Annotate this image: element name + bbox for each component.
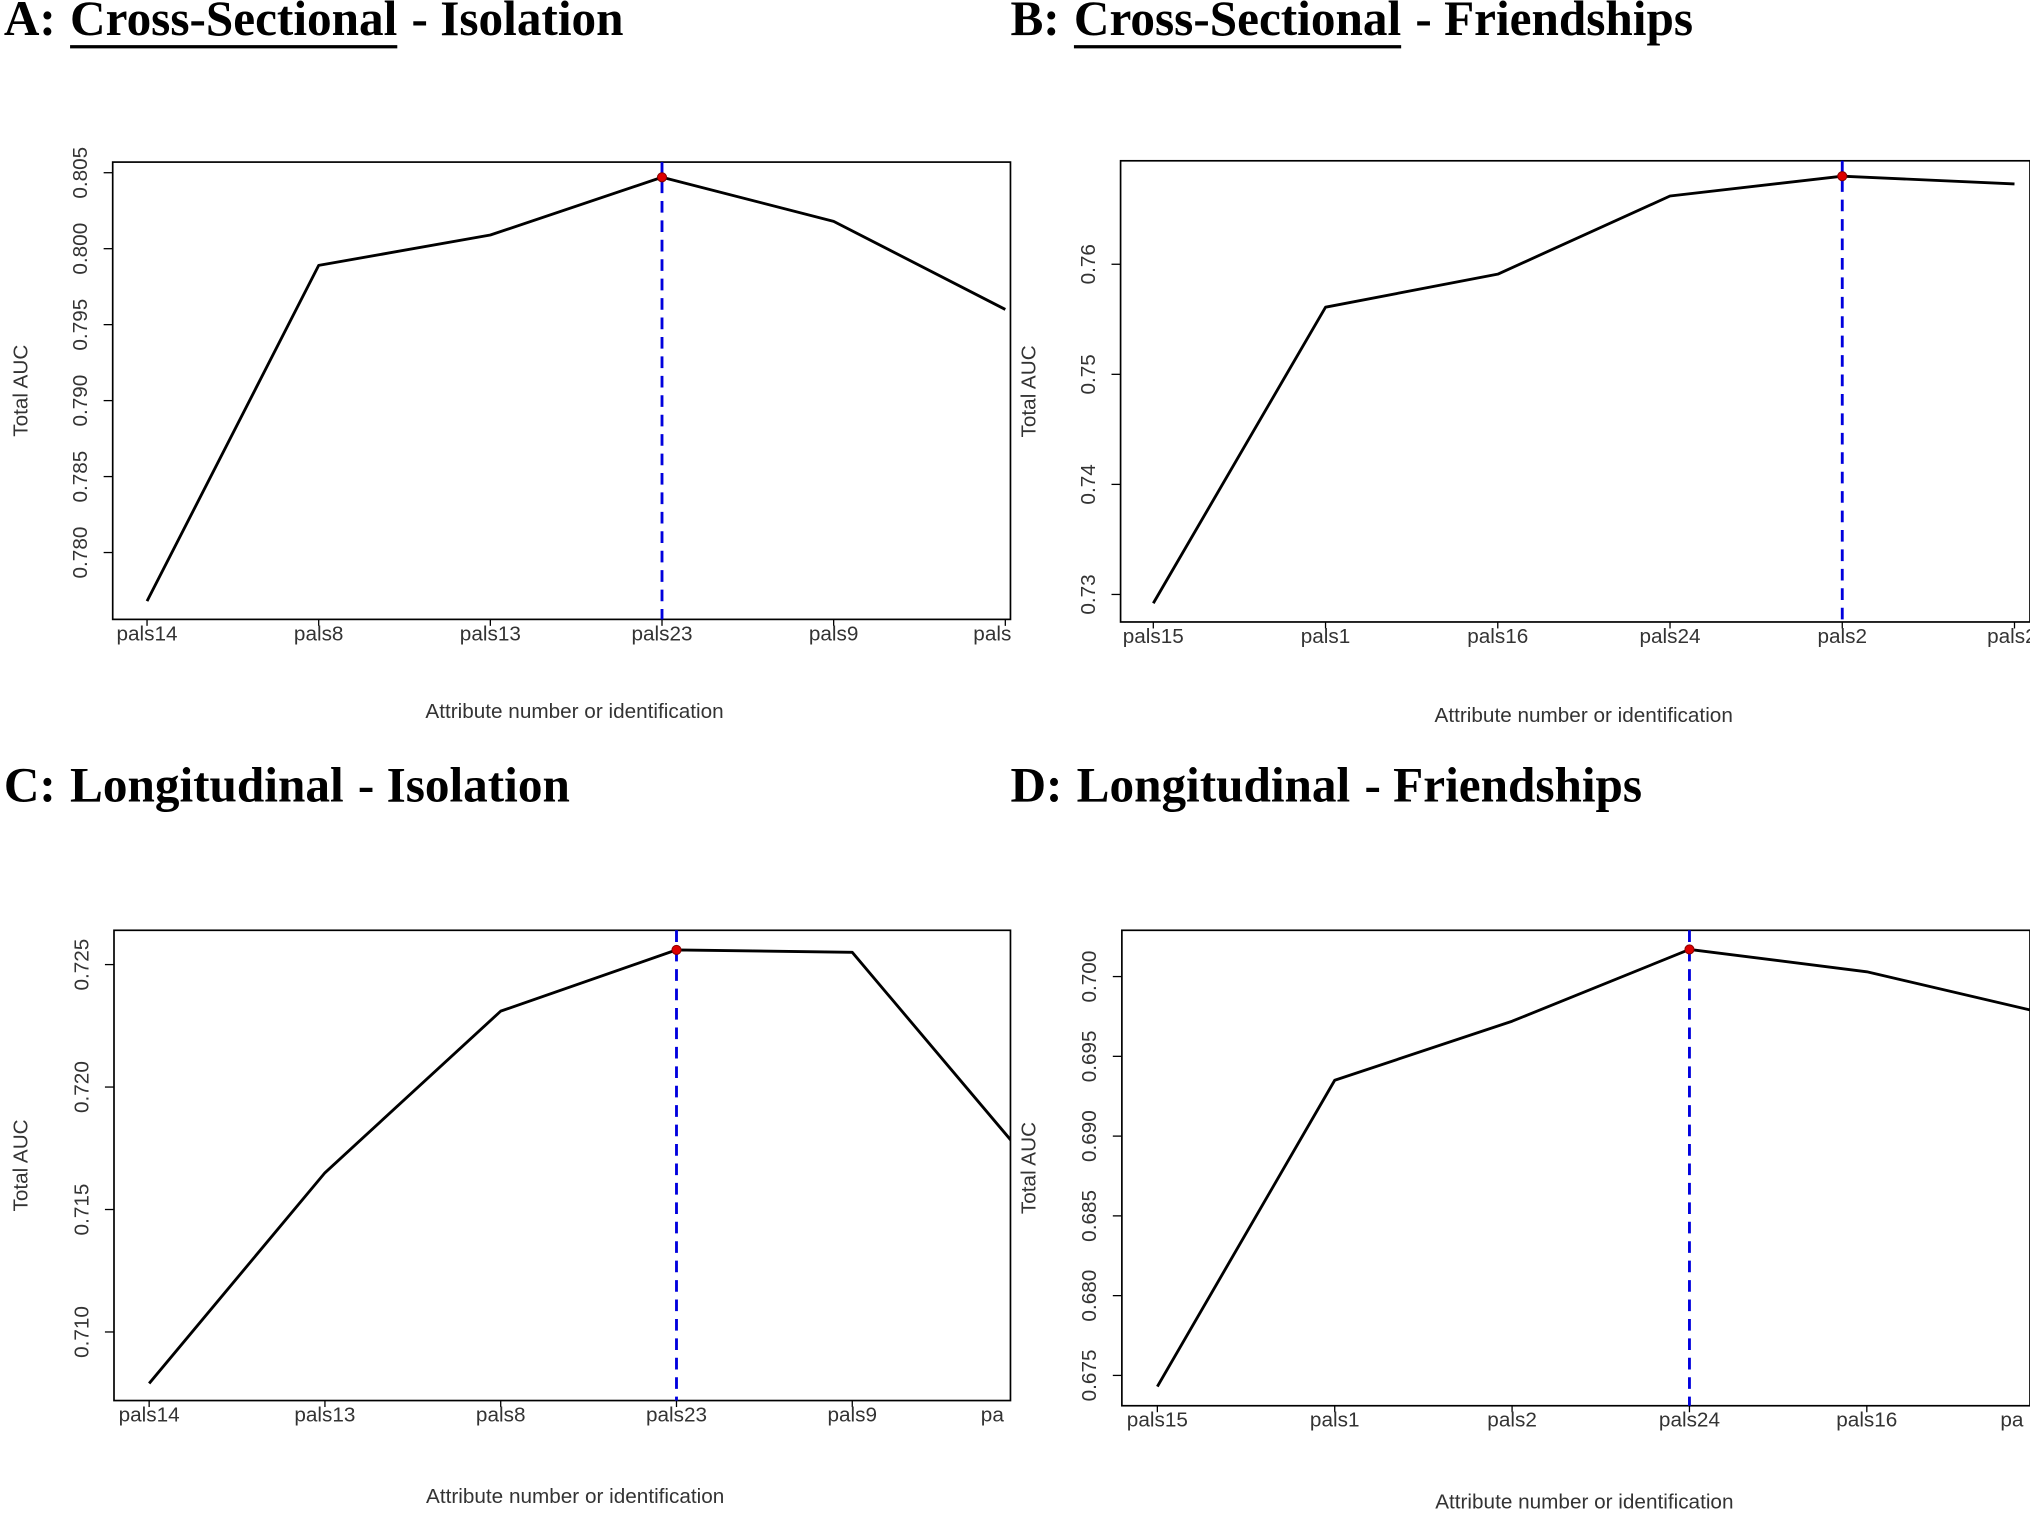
y-axis-label: Total AUC — [9, 1119, 32, 1211]
panel-title: B: — [1010, 0, 1059, 46]
plot-frame — [1121, 929, 2030, 1407]
y-tick-label: 0.685 — [1078, 1190, 1101, 1242]
x-tick-label: pals — [973, 622, 1011, 645]
x-tick-label: pals23 — [631, 622, 692, 645]
panel-title: - Isolation — [412, 0, 624, 46]
y-tick-label: 0.800 — [69, 223, 92, 275]
x-tick-label: pals23 — [646, 1404, 707, 1427]
x-tick-label: pals16 — [1836, 1409, 1897, 1432]
y-tick-label: 0.715 — [70, 1184, 93, 1236]
panel: B: Cross-Sectional - Friendships 0.73 0.74 0.… — [1010, 0, 2030, 727]
x-tick-label: pals16 — [1467, 625, 1528, 648]
panel-title: A: — [4, 0, 56, 46]
panel-title: Longitudinal — [70, 758, 344, 813]
plot-frame — [111, 161, 1012, 621]
x-tick-label: pa — [981, 1404, 1005, 1427]
y-tick-label: 0.725 — [70, 939, 93, 991]
panel-title: - Friendships — [1415, 0, 1693, 46]
plot-frame — [1119, 159, 2030, 623]
panel-title: Cross-Sectional — [70, 0, 397, 46]
panel: C: Longitudinal - Isolation 0.710 0.715 0.720… — [4, 758, 1012, 1508]
highlight-point — [656, 172, 668, 183]
highlight-point — [1837, 171, 1848, 182]
y-tick-label: 0.76 — [1077, 244, 1100, 284]
y-tick-label: 0.680 — [1078, 1270, 1101, 1322]
x-tick-label: pals14 — [117, 622, 178, 645]
panel-title: Longitudinal — [1077, 758, 1351, 813]
plot-frame — [113, 929, 1012, 1402]
x-tick-label: pals9 — [809, 622, 859, 645]
y-tick-label: 0.785 — [69, 451, 92, 503]
data-line — [145, 175, 1006, 602]
y-tick-label: 0.805 — [69, 147, 92, 199]
y-tick-label: 0.790 — [69, 375, 92, 427]
highlight-point — [671, 944, 682, 955]
data-line — [1152, 174, 2015, 604]
panel: A: Cross-Sectional - Isolation 0.780 0.785 0.… — [4, 0, 1011, 723]
x-axis-label: Attribute number or identification — [426, 1485, 724, 1508]
y-tick-label: 0.710 — [70, 1306, 93, 1358]
x-tick-label: pals24 — [1659, 1409, 1720, 1432]
panel-title: - Friendships — [1364, 758, 1642, 813]
x-axis-label: Attribute number or identification — [425, 700, 723, 723]
panel-title: - Isolation — [358, 758, 570, 813]
y-tick-label: 0.75 — [1077, 354, 1100, 394]
y-tick-label: 0.74 — [1077, 464, 1100, 504]
y-tick-label: 0.695 — [1078, 1030, 1101, 1082]
x-axis-label: Attribute number or identification — [1435, 1490, 1733, 1513]
x-tick-label: pals2 — [1487, 1409, 1537, 1432]
x-tick-label: pals2 — [1987, 625, 2030, 648]
x-tick-label: pals15 — [1127, 1409, 1188, 1432]
x-tick-label: pals9 — [828, 1404, 878, 1427]
x-tick-label: pals2 — [1817, 625, 1867, 648]
x-tick-label: pals14 — [119, 1404, 180, 1427]
y-axis-label: Total AUC — [1017, 345, 1040, 437]
panel-title: D: — [1010, 758, 1062, 813]
data-line — [1156, 948, 2030, 1388]
y-tick-label: 0.720 — [70, 1061, 93, 1113]
x-tick-label: pals13 — [294, 1404, 355, 1427]
y-axis-label: Total AUC — [1017, 1122, 1040, 1214]
y-tick-label: 0.795 — [69, 299, 92, 351]
x-axis-label: Attribute number or identification — [1435, 704, 1733, 727]
x-tick-label: pals13 — [460, 622, 521, 645]
x-tick-label: pals24 — [1639, 625, 1700, 648]
y-axis-label: Total AUC — [9, 345, 32, 437]
panel-title: Cross-Sectional — [1074, 0, 1401, 46]
data-line — [148, 948, 1011, 1385]
x-tick-label: pals15 — [1123, 625, 1184, 648]
panel-title: C: — [4, 758, 56, 813]
x-tick-label: pals8 — [476, 1404, 526, 1427]
y-tick-label: 0.780 — [69, 527, 92, 579]
y-tick-label: 0.675 — [1078, 1349, 1101, 1401]
x-tick-label: pa — [2000, 1409, 2024, 1432]
y-tick-label: 0.73 — [1077, 574, 1100, 614]
y-tick-label: 0.690 — [1078, 1110, 1101, 1162]
y-tick-label: 0.700 — [1078, 951, 1101, 1003]
x-tick-label: pals1 — [1301, 625, 1351, 648]
x-tick-label: pals1 — [1310, 1409, 1360, 1432]
highlight-point — [1684, 944, 1695, 955]
panel: D: Longitudinal - Friendships 0.675 0.680 0.6… — [1010, 758, 2030, 1513]
x-tick-label: pals8 — [294, 622, 344, 645]
